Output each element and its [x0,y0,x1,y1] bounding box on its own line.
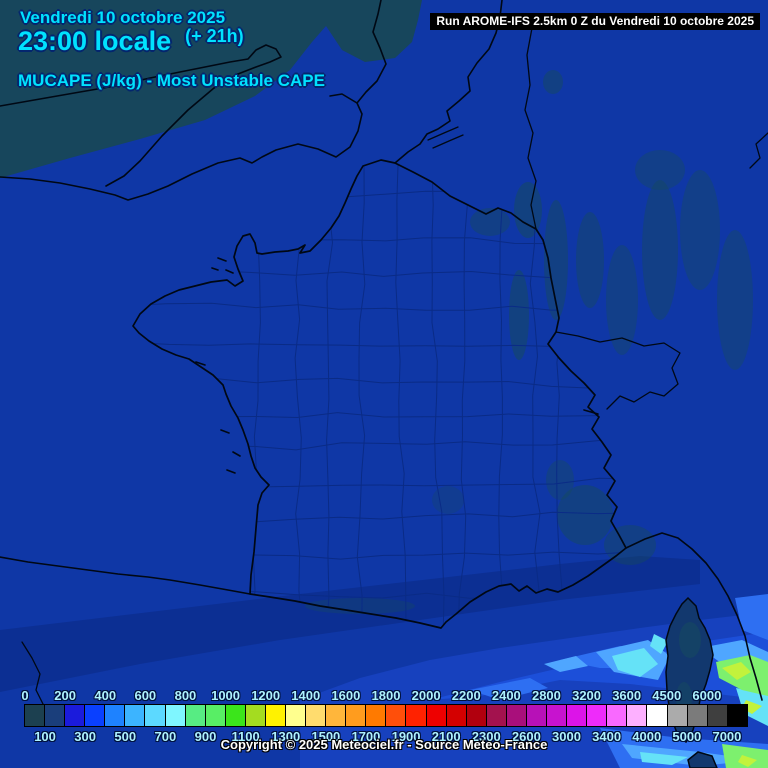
legend-cell [386,705,407,726]
legend-cell [286,705,307,726]
legend-cell [567,705,588,726]
legend-cell [426,705,447,726]
legend-cell [185,705,206,726]
legend-tick-label: 2100 [431,729,461,744]
legend-tick-label: 1600 [331,688,361,703]
legend-tick-label: 3000 [552,729,581,744]
cape-field-blobs [300,594,768,768]
legend-tick-label: 2800 [531,688,561,703]
legend-tick-label: 4000 [632,729,662,744]
legend-cell [587,705,608,726]
legend-cell [306,705,327,726]
legend-tick-label: 1700 [351,729,381,744]
shadow-band [0,556,700,692]
legend-tick-label: 2600 [511,729,541,744]
legend-cell [105,705,126,726]
legend-tick-label: 800 [174,688,197,703]
legend-cell [366,705,387,726]
legend-tick-label: 500 [114,729,137,744]
legend-tick-label: 1300 [271,729,301,744]
legend-tick-label: 600 [134,688,157,703]
legend-tick-label: 2000 [411,688,441,703]
legend-tick-label: 300 [74,729,97,744]
legend-cell [486,705,507,726]
legend-cell [205,705,226,726]
legend-tick-label: 0 [21,688,29,703]
legend-cell [265,705,287,726]
legend-cell [627,705,648,726]
legend-cell [687,705,708,726]
legend-tick-label: 700 [154,729,177,744]
legend-cell [667,705,688,726]
legend-cell [647,705,668,726]
legend-tick-label: 200 [54,688,76,703]
legend-cell [466,705,487,726]
legend-cell [45,705,66,726]
legend-cell [125,705,146,726]
legend-tick-label: 1000 [211,688,241,703]
legend-tick-label: 1100 [231,729,260,744]
valid-time-label: 23:00 locale (+ 21h) [18,26,244,57]
legend-tick-label: 3400 [592,729,622,744]
legend-cell [446,705,467,726]
legend-cell [526,705,548,726]
legend-tick-label: 7000 [712,729,742,744]
legend-cell [506,705,527,726]
forecast-offset: (+ 21h) [185,26,244,46]
legend-tick-label: 5000 [672,729,702,744]
legend-tick-label: 1500 [311,729,341,744]
legend-cell [65,705,86,726]
legend-cell [406,705,427,726]
legend-tick-label: 1900 [391,729,421,744]
legend-cell [707,705,728,726]
legend-tick-label: 3200 [572,688,602,703]
legend-cell [145,705,166,726]
coastlines [0,0,768,707]
legend-cell [326,705,347,726]
legend-cell [165,705,186,726]
france-outline [132,159,627,629]
legend-tick-label: 2200 [451,688,481,703]
legend-tick-label: 400 [94,688,117,703]
run-info-box: Run AROME-IFS 2.5km 0 Z du Vendredi 10 o… [430,13,760,30]
model-domain-mask [0,0,422,178]
local-time: 23:00 locale [18,26,172,56]
legend-tick-label: 4500 [652,688,682,703]
legend-tick-label: 100 [34,729,56,744]
legend-tick-label: 900 [194,729,217,744]
legend-cell [25,705,46,726]
legend-tick-label: 1200 [251,688,281,703]
parameter-label: MUCAPE (J/kg) - Most Unstable CAPE [18,71,325,90]
legend-tick-label: 1400 [291,688,321,703]
legend-cell [346,705,367,726]
legend-cell [607,705,628,726]
legend-tick-label: 1800 [371,688,401,703]
legend-cell [245,705,266,726]
copyright-label: Copyright © 2025 Meteociel.fr - Source M… [220,737,548,752]
legend-bar [24,704,748,727]
legend-tick-label: 2400 [491,688,521,703]
legend-cell [85,705,106,726]
terrain-shading [305,70,753,614]
legend-tick-label: 6000 [692,688,722,703]
legend-tick-label: 3600 [612,688,642,703]
date-label: Vendredi 10 octobre 2025 [20,8,226,27]
legend-cell [547,705,568,726]
legend-cell [727,705,747,726]
legend-tick-label: 2300 [471,729,501,744]
legend-cell [225,705,246,726]
